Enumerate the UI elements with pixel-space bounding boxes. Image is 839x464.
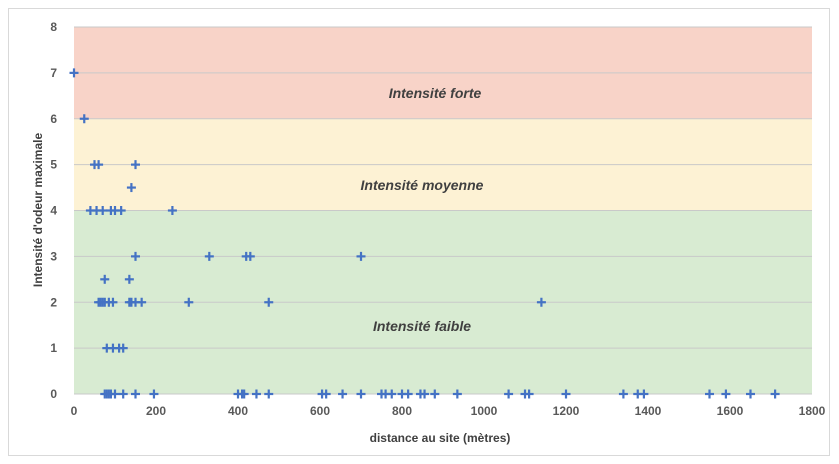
y-tick-label: 8 [50,20,57,34]
data-point [524,389,534,399]
data-point [356,251,366,261]
data-point [116,206,126,215]
data-point [639,389,649,399]
data-point [387,389,397,399]
data-point [126,183,136,193]
data-point [131,389,140,399]
data-point [239,389,249,399]
zone-label-2: Intensité faible [373,318,471,334]
zone-label-1: Intensité moyenne [361,177,484,193]
data-point [69,68,79,78]
x-axis-ticks: 0 200 400 600 800 1000 1200 1400 1600 1800 [71,404,826,418]
data-point [131,160,140,170]
y-axis-ticks: 0 1 2 3 4 5 6 7 8 [50,20,57,401]
data-point [184,297,194,307]
y-tick-label: 0 [50,387,57,401]
data-point [618,389,628,399]
data-point [79,114,89,124]
zone-labels: Intensité forte Intensité moyenne Intensit… [361,85,484,334]
x-tick-label: 0 [71,404,78,418]
data-point [245,251,255,261]
data-point [420,389,430,399]
y-tick-label: 5 [50,158,57,172]
data-point [94,160,104,170]
data-point [137,297,147,307]
gridlines [74,26,812,395]
data-point [356,389,366,399]
x-tick-label: 600 [310,404,330,418]
y-axis-title: Intensité d'odeur maximale [31,133,45,288]
data-point [430,389,440,399]
data-point [251,389,261,399]
data-point [108,297,118,307]
x-tick-label: 200 [146,404,166,418]
data-point [149,389,159,399]
x-tick-label: 1800 [799,404,826,418]
x-tick-label: 400 [228,404,248,418]
y-tick-label: 7 [50,66,57,80]
data-point [124,274,134,284]
data-point [118,389,128,399]
zone-label-0: Intensité forte [389,85,482,101]
data-point [167,206,177,215]
data-point [403,389,413,399]
x-tick-label: 1000 [471,404,498,418]
x-axis-title: distance au site (mètres) [370,431,511,445]
data-point [561,389,571,399]
data-point [770,389,780,399]
data-point [98,206,108,215]
data-point [100,274,110,284]
data-point [131,251,140,261]
y-tick-label: 3 [50,249,57,263]
x-tick-label: 800 [392,404,412,418]
y-tick-label: 2 [50,295,57,309]
data-point [536,297,546,307]
data-point [204,251,214,261]
y-tick-label: 6 [50,112,57,126]
x-tick-label: 1200 [553,404,580,418]
data-point [110,389,120,399]
data-point [338,389,348,399]
data-point [721,389,731,399]
data-point [264,389,274,399]
data-point [452,389,462,399]
data-point [321,389,331,399]
x-tick-label: 1600 [717,404,744,418]
y-tick-label: 4 [50,204,57,218]
data-point [118,343,128,353]
data-point [504,389,514,399]
data-point [746,389,755,399]
y-tick-label: 1 [50,341,57,355]
x-tick-label: 1400 [635,404,662,418]
data-point [264,297,274,307]
data-points [69,68,780,399]
data-point [705,389,714,399]
